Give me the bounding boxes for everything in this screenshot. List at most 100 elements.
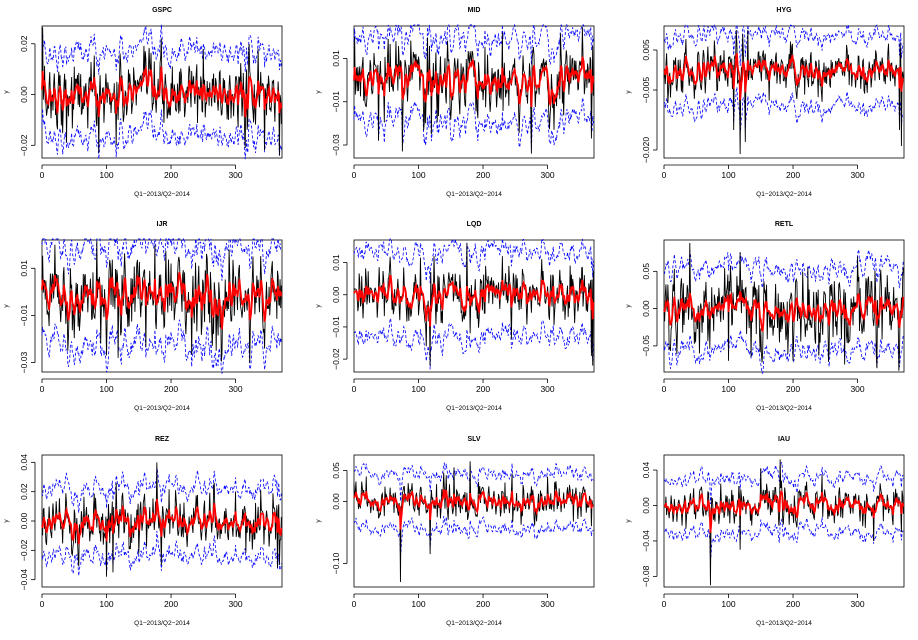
y-axis-label-slv: y <box>315 519 322 523</box>
y-tick-label: 0.01 <box>19 260 29 277</box>
x-tick-label: 200 <box>164 384 178 394</box>
x-tick-label: 300 <box>228 599 242 609</box>
x-tick-label: 0 <box>352 599 357 609</box>
panel-title-lqd: LQD <box>467 221 482 228</box>
y-axis-label-rez: y <box>3 519 10 523</box>
panel-title-iau: IAU <box>778 436 790 443</box>
y-tick-label: −0.10 <box>331 552 341 574</box>
panel-slv: SLV 0 100 200 300 Q1−2013/Q2−2014 −0.10 0.00 0.0… <box>315 436 595 627</box>
panel-retl: RETL 0 100 200 300 Q1−2013/Q2−2014 −0.05 0.00 0.… <box>625 221 905 412</box>
x-tick-label: 100 <box>721 384 735 394</box>
y-tick-label: 0.00 <box>331 286 341 303</box>
x-tick-label: 100 <box>411 599 425 609</box>
x-tick-label: 200 <box>476 384 490 394</box>
y-axis-label-lqd: y <box>315 304 322 308</box>
plot-frame-mid <box>353 25 595 159</box>
lower-band-line-iau <box>663 517 904 562</box>
y-tick-label: −0.08 <box>641 565 651 587</box>
x-tick-label: 200 <box>786 599 800 609</box>
y-tick-label: −0.04 <box>641 530 651 552</box>
fitted-line-lqd <box>353 274 595 327</box>
y-tick-label: −0.02 <box>331 348 341 370</box>
y-tick-label: 0.01 <box>331 50 341 67</box>
x-axis-label-retl: Q1−2013/Q2−2014 <box>756 405 812 412</box>
x-tick-label: 300 <box>850 599 864 609</box>
x-tick-label: 300 <box>850 170 864 180</box>
fitted-line-rez <box>41 498 283 545</box>
panel-rez: REZ 0 100 200 300 Q1−2013/Q2−2014 −0.04 −0.02 0.… <box>3 436 283 627</box>
x-tick-label: 0 <box>40 170 45 180</box>
x-tick-label: 0 <box>40 384 45 394</box>
plot-frame-gspc <box>41 25 283 159</box>
y-axis-label-hyg: y <box>625 90 632 94</box>
x-axis-label-iau: Q1−2013/Q2−2014 <box>756 620 812 627</box>
y-axis-label-iau: y <box>625 519 632 523</box>
observed-line-retl <box>663 242 904 371</box>
fitted-line-hyg <box>663 53 905 100</box>
fitted-line-gspc <box>41 65 283 118</box>
x-tick-label: 200 <box>476 170 490 180</box>
plot-frame-ijr <box>41 239 283 373</box>
panel-title-rez: REZ <box>155 436 170 443</box>
x-tick-label: 100 <box>721 599 735 609</box>
y-tick-label: −0.020 <box>641 137 651 164</box>
fitted-line-retl <box>663 291 905 333</box>
y-tick-label: −0.005 <box>641 77 651 104</box>
fitted-line-mid <box>353 56 595 107</box>
lower-band-line-slv <box>353 515 594 558</box>
x-tick-label: 100 <box>721 170 735 180</box>
panel-title-slv: SLV <box>467 436 480 443</box>
y-tick-label: −0.04 <box>19 569 29 591</box>
y-axis-label-ijr: y <box>3 304 10 308</box>
x-axis-label-mid: Q1−2013/Q2−2014 <box>446 191 502 198</box>
x-tick-label: 0 <box>662 384 667 394</box>
fitted-line-ijr <box>41 272 283 330</box>
lower-band-line-ijr <box>41 319 282 374</box>
plot-frame-hyg <box>663 25 905 159</box>
lower-band-line-rez <box>41 530 282 576</box>
panel-mid: MID 0 100 200 300 Q1−2013/Q2−2014 −0.03 −0.01 0.… <box>315 7 595 198</box>
y-axis-label-gspc: y <box>3 90 10 94</box>
x-tick-label: 100 <box>411 170 425 180</box>
x-tick-label: 300 <box>540 384 554 394</box>
plot-frame-iau <box>663 454 905 588</box>
panel-title-gspc: GSPC <box>152 7 172 14</box>
y-axis-label-mid: y <box>315 90 322 94</box>
y-tick-label: 0.00 <box>19 512 29 529</box>
lower-band-line-mid <box>353 97 594 150</box>
y-tick-label: 0.05 <box>331 462 341 479</box>
lower-band-line-gspc <box>41 108 282 160</box>
y-tick-label: −0.03 <box>19 352 29 374</box>
x-axis-label-gspc: Q1−2013/Q2−2014 <box>134 191 190 198</box>
x-tick-label: 200 <box>164 599 178 609</box>
lower-band-line-lqd <box>353 317 594 370</box>
y-tick-label: 0.00 <box>331 493 341 510</box>
upper-band-line-gspc <box>41 24 282 75</box>
panel-ijr: IJR 0 100 200 300 Q1−2013/Q2−2014 −0.03 −0.01 0.… <box>3 221 283 412</box>
y-tick-label: 0.04 <box>19 454 29 471</box>
x-tick-label: 0 <box>662 170 667 180</box>
y-tick-label: 0.02 <box>19 35 29 52</box>
panel-iau: IAU 0 100 200 300 Q1−2013/Q2−2014 −0.08 −0.04 0.… <box>625 436 905 627</box>
panel-hyg: HYG 0 100 200 300 Q1−2013/Q2−2014 −0.020 −0.005… <box>625 7 905 198</box>
y-tick-label: −0.01 <box>331 316 341 338</box>
x-tick-label: 100 <box>99 599 113 609</box>
upper-band-line-retl <box>663 249 904 290</box>
y-tick-label: 0.00 <box>641 497 651 514</box>
x-axis-label-lqd: Q1−2013/Q2−2014 <box>446 405 502 412</box>
y-tick-label: −0.03 <box>331 134 341 156</box>
x-axis-label-ijr: Q1−2013/Q2−2014 <box>134 405 190 412</box>
y-tick-label: 0.05 <box>641 263 651 280</box>
x-tick-label: 100 <box>411 384 425 394</box>
y-tick-label: 0.04 <box>641 462 651 479</box>
x-axis-label-rez: Q1−2013/Q2−2014 <box>134 620 190 627</box>
y-tick-label: −0.01 <box>331 91 341 113</box>
y-tick-label: 0.02 <box>19 483 29 500</box>
x-tick-label: 200 <box>164 170 178 180</box>
y-tick-label: −0.02 <box>19 134 29 156</box>
x-tick-label: 200 <box>476 599 490 609</box>
panel-title-retl: RETL <box>775 221 794 228</box>
fitted-line-slv <box>353 488 594 530</box>
observed-line-lqd <box>353 243 594 366</box>
